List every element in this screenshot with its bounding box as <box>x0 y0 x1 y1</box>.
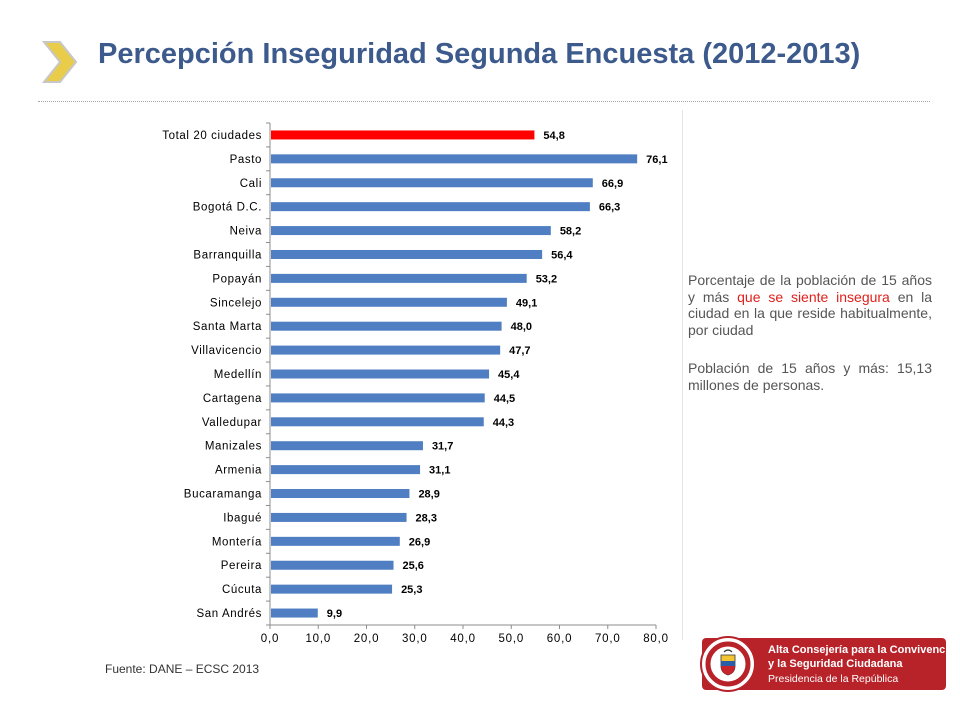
bar <box>271 417 484 427</box>
category-label: Medellín <box>214 369 262 381</box>
data-label: 49,1 <box>516 297 537 309</box>
data-label: 44,3 <box>493 417 514 429</box>
bar <box>271 512 407 522</box>
chevron-arrow-icon <box>41 41 78 83</box>
data-label: 56,4 <box>551 249 573 261</box>
bar <box>271 226 551 236</box>
description-text-1: Porcentaje de la población de 15 años y … <box>688 272 932 305</box>
data-label: 47,7 <box>509 345 530 357</box>
logo-line-3: Presidencia de la República <box>768 673 899 685</box>
bar <box>271 178 593 188</box>
data-label: 58,2 <box>560 226 581 238</box>
x-tick-label: 40,0 <box>450 633 476 645</box>
population-note: Población de 15 años y más: 15,13 millon… <box>688 360 932 393</box>
data-label: 25,3 <box>401 584 422 596</box>
bar <box>271 249 543 259</box>
category-label: Manizales <box>205 441 262 453</box>
x-tick-label: 60,0 <box>547 633 573 645</box>
bar-chart: Total 20 ciudades 54,8 Pasto 76,1 Cali 66,9 Bo… <box>162 122 669 645</box>
category-label: Pereira <box>221 560 262 572</box>
category-label: Cartagena <box>203 393 262 405</box>
category-label: Neiva <box>230 226 262 238</box>
data-label: 31,1 <box>429 465 450 477</box>
category-label: Valledupar <box>202 417 262 429</box>
page-title: Percepción Inseguridad Segunda Encuesta … <box>98 38 861 70</box>
data-label: 28,3 <box>416 512 437 524</box>
bar <box>271 345 501 355</box>
bar <box>271 465 421 475</box>
bar <box>271 130 535 140</box>
data-label: 66,3 <box>599 202 620 214</box>
x-tick-label: 80,0 <box>643 633 669 645</box>
bar <box>271 321 502 331</box>
bar <box>271 154 638 164</box>
coat-of-arms-seal-icon <box>700 636 756 692</box>
category-label: Cúcuta <box>222 584 262 596</box>
category-label: Bucaramanga <box>184 489 262 501</box>
data-label: 28,9 <box>418 489 439 501</box>
data-label: 53,2 <box>536 273 557 285</box>
category-label: Villavicencio <box>191 345 262 357</box>
data-label: 9,9 <box>327 608 342 620</box>
vertical-divider <box>682 110 683 640</box>
category-label: Santa Marta <box>193 321 262 333</box>
x-tick-label: 10,0 <box>305 633 331 645</box>
data-label: 54,8 <box>543 130 564 142</box>
logo-line-1: Alta Consejería para la Convivencia <box>768 644 955 656</box>
bar <box>271 393 485 403</box>
x-tick-label: 70,0 <box>595 633 621 645</box>
category-label: Barranquilla <box>193 249 262 261</box>
category-label: Total 20 ciudades <box>162 130 262 142</box>
logo-line-2: y la Seguridad Ciudadana <box>768 658 903 670</box>
x-tick-label: 20,0 <box>354 633 380 645</box>
data-label: 45,4 <box>498 369 520 381</box>
category-label: Montería <box>212 536 262 548</box>
category-label: Popayán <box>212 273 262 285</box>
data-label: 48,0 <box>511 321 532 333</box>
bar <box>271 202 590 212</box>
category-label: Ibagué <box>223 512 262 524</box>
x-tick-label: 50,0 <box>498 633 524 645</box>
source-note: Fuente: DANE – ECSC 2013 <box>105 662 260 676</box>
category-label: Cali <box>240 178 262 190</box>
bar <box>271 560 394 570</box>
bar <box>271 489 410 499</box>
bar <box>271 369 490 379</box>
description-paragraph: Porcentaje de la población de 15 años y … <box>688 272 932 338</box>
category-label: Sincelejo <box>210 297 262 309</box>
x-tick-label: 30,0 <box>402 633 428 645</box>
bar <box>271 441 423 451</box>
bar <box>271 297 507 307</box>
bar <box>271 608 318 618</box>
data-label: 31,7 <box>432 441 453 453</box>
data-label: 26,9 <box>409 536 430 548</box>
title-divider <box>38 101 930 102</box>
bar <box>271 584 393 594</box>
data-label: 66,9 <box>602 178 623 190</box>
category-label: San Andrés <box>197 608 262 620</box>
data-label: 25,6 <box>403 560 424 572</box>
x-tick-label: 0,0 <box>261 633 279 645</box>
bar <box>271 536 400 546</box>
description-highlight: que se siente insegura <box>737 288 890 305</box>
data-label: 44,5 <box>494 393 515 405</box>
category-label: Bogotá D.C. <box>193 202 262 214</box>
category-label: Armenia <box>215 465 262 477</box>
bar <box>271 273 527 283</box>
category-label: Pasto <box>230 154 262 166</box>
description-text-2: en la ciudad en la que reside habitualme… <box>688 288 933 338</box>
data-label: 76,1 <box>646 154 667 166</box>
chart-description: Porcentaje de la población de 15 años y … <box>688 272 932 393</box>
